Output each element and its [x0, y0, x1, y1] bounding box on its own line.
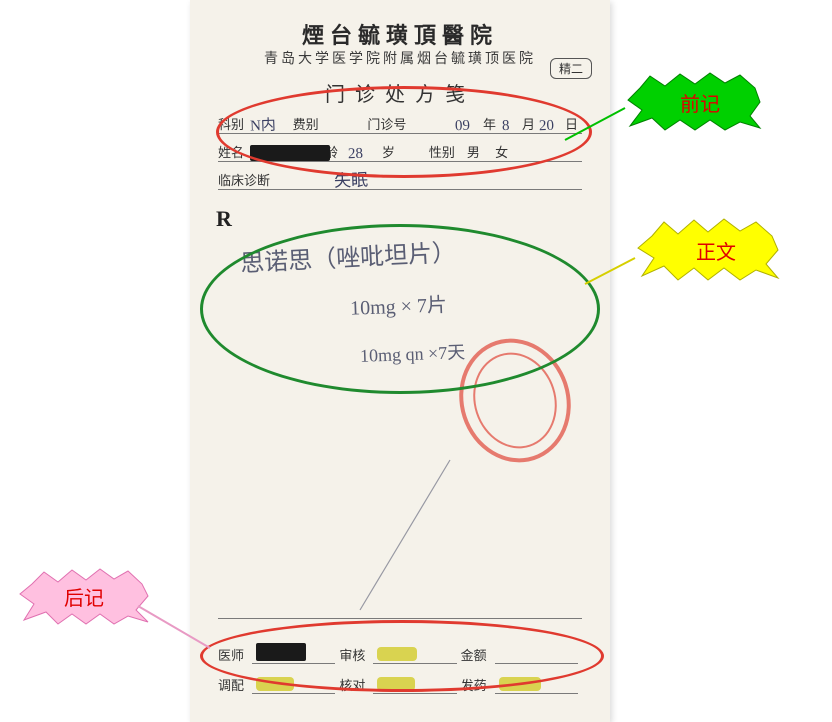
jing-classification-box: 精二	[550, 58, 592, 79]
bottom-divider-1	[218, 618, 582, 619]
callout-zhengwen-text: 正文	[686, 236, 746, 265]
dx-label: 临床诊断	[218, 170, 274, 189]
ellipse-qianji	[216, 86, 592, 178]
callout-qianji-burst: 前记	[610, 68, 770, 136]
hospital-subtitle: 青岛大学医学院附属烟台毓璜顶医院	[190, 48, 610, 68]
callout-qianji-text: 前记	[670, 88, 730, 117]
callout-zhengwen-burst: 正文	[620, 214, 790, 286]
r-mark: R	[216, 206, 232, 232]
ellipse-zhengwen	[200, 224, 600, 394]
callout-houji-text: 后记	[54, 582, 114, 611]
ellipse-houji	[200, 620, 604, 692]
hospital-title: 煙台毓璜頂醫院	[190, 18, 610, 50]
callout-houji-burst: 后记	[4, 564, 154, 628]
